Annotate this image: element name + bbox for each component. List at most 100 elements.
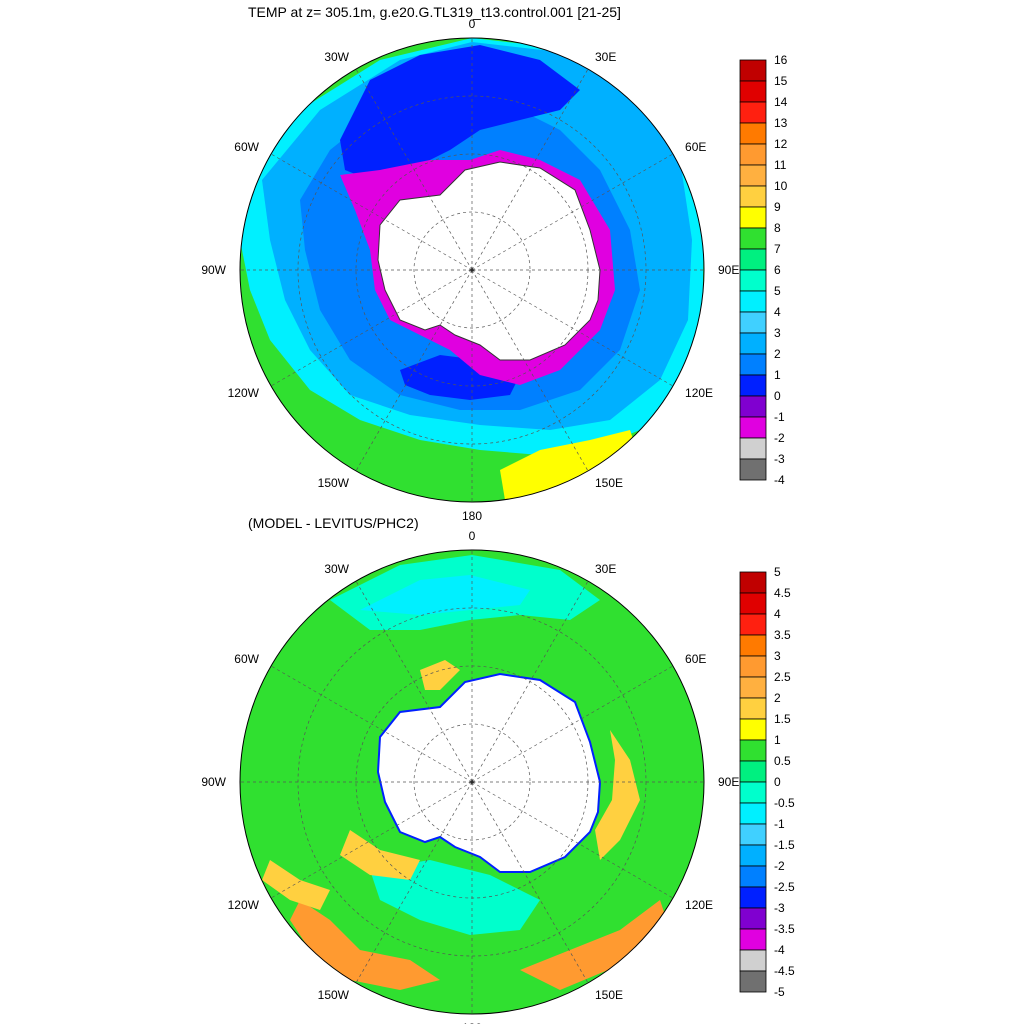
colorbar-label: -4 bbox=[774, 473, 785, 487]
meridian-line bbox=[270, 269, 473, 387]
bottom-map-border bbox=[239, 549, 705, 1015]
colorbar-swatch bbox=[739, 697, 767, 720]
lon-label: 60W bbox=[234, 652, 259, 666]
colorbar-swatch bbox=[739, 655, 767, 678]
colorbar-swatch bbox=[739, 332, 767, 355]
colorbar-label: 4 bbox=[774, 607, 781, 621]
colorbar-label: 2.5 bbox=[774, 670, 791, 684]
colorbar-label: -4 bbox=[774, 943, 785, 957]
meridian-line bbox=[355, 269, 473, 472]
colorbar-label: 14 bbox=[774, 95, 788, 109]
colorbar-swatch bbox=[739, 949, 767, 972]
colorbar-swatch bbox=[739, 844, 767, 867]
lon-label: 60W bbox=[234, 140, 259, 154]
colorbar-swatch bbox=[739, 101, 767, 124]
lon-label: 30E bbox=[595, 50, 616, 64]
top-antarctica bbox=[377, 161, 601, 361]
lon-label: 150W bbox=[318, 988, 350, 1002]
colorbar-swatch bbox=[739, 634, 767, 657]
colorbar-label: -2.5 bbox=[774, 880, 795, 894]
colorbar-swatch bbox=[739, 353, 767, 376]
colorbar-label: 1 bbox=[774, 733, 781, 747]
lon-label: 0 bbox=[469, 529, 476, 543]
colorbar-swatch bbox=[739, 970, 767, 993]
colorbar-swatch bbox=[739, 80, 767, 103]
lon-label: 150W bbox=[318, 476, 350, 490]
colorbar-label: 6 bbox=[774, 263, 781, 277]
lon-label: 30W bbox=[324, 562, 349, 576]
lon-label: 120W bbox=[228, 386, 260, 400]
meridian-line bbox=[471, 269, 589, 472]
colorbar-swatch bbox=[739, 143, 767, 166]
colorbar-label: 0.5 bbox=[774, 754, 791, 768]
meridian-line bbox=[471, 781, 589, 984]
meridian-line bbox=[471, 153, 674, 271]
colorbar-label: -0.5 bbox=[774, 796, 795, 810]
lon-label: 30E bbox=[595, 562, 616, 576]
top-lon-labels: 0 30E 60E 90E 120E 150E 180 150W 120W 90W 60W 30W bbox=[201, 17, 739, 523]
colorbar-label: 15 bbox=[774, 74, 788, 88]
bottom-warm-ring-west bbox=[340, 830, 420, 880]
top-map-border bbox=[239, 37, 705, 503]
bottom-warm-patch-north bbox=[420, 660, 460, 690]
colorbar-swatch bbox=[739, 676, 767, 699]
lon-label: 60E bbox=[685, 140, 706, 154]
colorbar-label: 10 bbox=[774, 179, 788, 193]
colorbar-label: -3.5 bbox=[774, 922, 795, 936]
colorbar-swatch bbox=[739, 227, 767, 250]
colorbar-swatch bbox=[739, 592, 767, 615]
colorbar-label: 1 bbox=[774, 368, 781, 382]
colorbar-label: 4 bbox=[774, 305, 781, 319]
lon-label: 150E bbox=[595, 476, 623, 490]
lon-label: 120E bbox=[685, 386, 713, 400]
colorbar-swatch bbox=[739, 206, 767, 229]
colorbar-label: 11 bbox=[774, 158, 787, 172]
bottom-antarctica bbox=[376, 672, 602, 873]
top-panel-title: TEMP at z= 305.1m, g.e20.G.TL319_t13.con… bbox=[248, 4, 621, 20]
top-band-darkblue-north bbox=[340, 45, 580, 180]
bottom-band-cyan-north bbox=[360, 575, 530, 615]
meridian-line bbox=[471, 68, 589, 271]
colorbar-swatch bbox=[739, 290, 767, 313]
meridian-line bbox=[355, 580, 473, 783]
bottom-warm-patch-southwest bbox=[262, 860, 330, 910]
colorbar-label: 3 bbox=[774, 649, 781, 663]
colorbar-label: 2 bbox=[774, 691, 781, 705]
colorbar-label: -5 bbox=[774, 985, 785, 999]
pole-marker: + bbox=[468, 775, 475, 789]
bottom-lon-labels: 0 30E 60E 90E 120E 150E 180 150W 120W 90W 60W 30W bbox=[201, 529, 739, 1024]
colorbar-label: 4.5 bbox=[774, 586, 791, 600]
bottom-meridians: + bbox=[240, 550, 704, 1014]
colorbar-label: 0 bbox=[774, 775, 781, 789]
colorbar-swatch bbox=[739, 437, 767, 460]
meridian-line bbox=[471, 781, 674, 899]
colorbar-label: 8 bbox=[774, 221, 781, 235]
lon-label: 120E bbox=[685, 898, 713, 912]
colorbar-swatch bbox=[739, 907, 767, 930]
bottom-colorbar: 5 4.5 4 3.5 3 2.5 2 1.5 1 0.5 0 -0.5 -1 -1.5 -2 -2.5 -3 -… bbox=[739, 565, 795, 999]
colorbar-label: -1 bbox=[774, 817, 785, 831]
bottom-panel-title: (MODEL - LEVITUS/PHC2) bbox=[248, 515, 419, 531]
colorbar-swatch bbox=[739, 781, 767, 804]
colorbar-swatch bbox=[739, 823, 767, 846]
colorbar-swatch bbox=[739, 928, 767, 951]
meridian-line bbox=[355, 68, 473, 271]
lon-label: 180 bbox=[462, 509, 482, 523]
colorbar-swatch bbox=[739, 269, 767, 292]
pole-marker: + bbox=[468, 263, 475, 277]
lon-label: 90E bbox=[718, 263, 739, 277]
top-polar-map bbox=[240, 38, 704, 502]
colorbar-label: -2 bbox=[774, 859, 785, 873]
lon-label: 90E bbox=[718, 775, 739, 789]
bottom-hot-patch-southwest bbox=[290, 900, 440, 990]
bottom-band-teal-south bbox=[370, 860, 540, 935]
colorbar-label: 12 bbox=[774, 137, 788, 151]
colorbar-label: -2 bbox=[774, 431, 785, 445]
colorbar-swatch bbox=[739, 395, 767, 418]
colorbar-label: 13 bbox=[774, 116, 788, 130]
lon-label: 0 bbox=[469, 17, 476, 31]
colorbar-label: 3 bbox=[774, 326, 781, 340]
lon-label: 180 bbox=[462, 1021, 482, 1024]
meridian-line bbox=[471, 580, 589, 783]
